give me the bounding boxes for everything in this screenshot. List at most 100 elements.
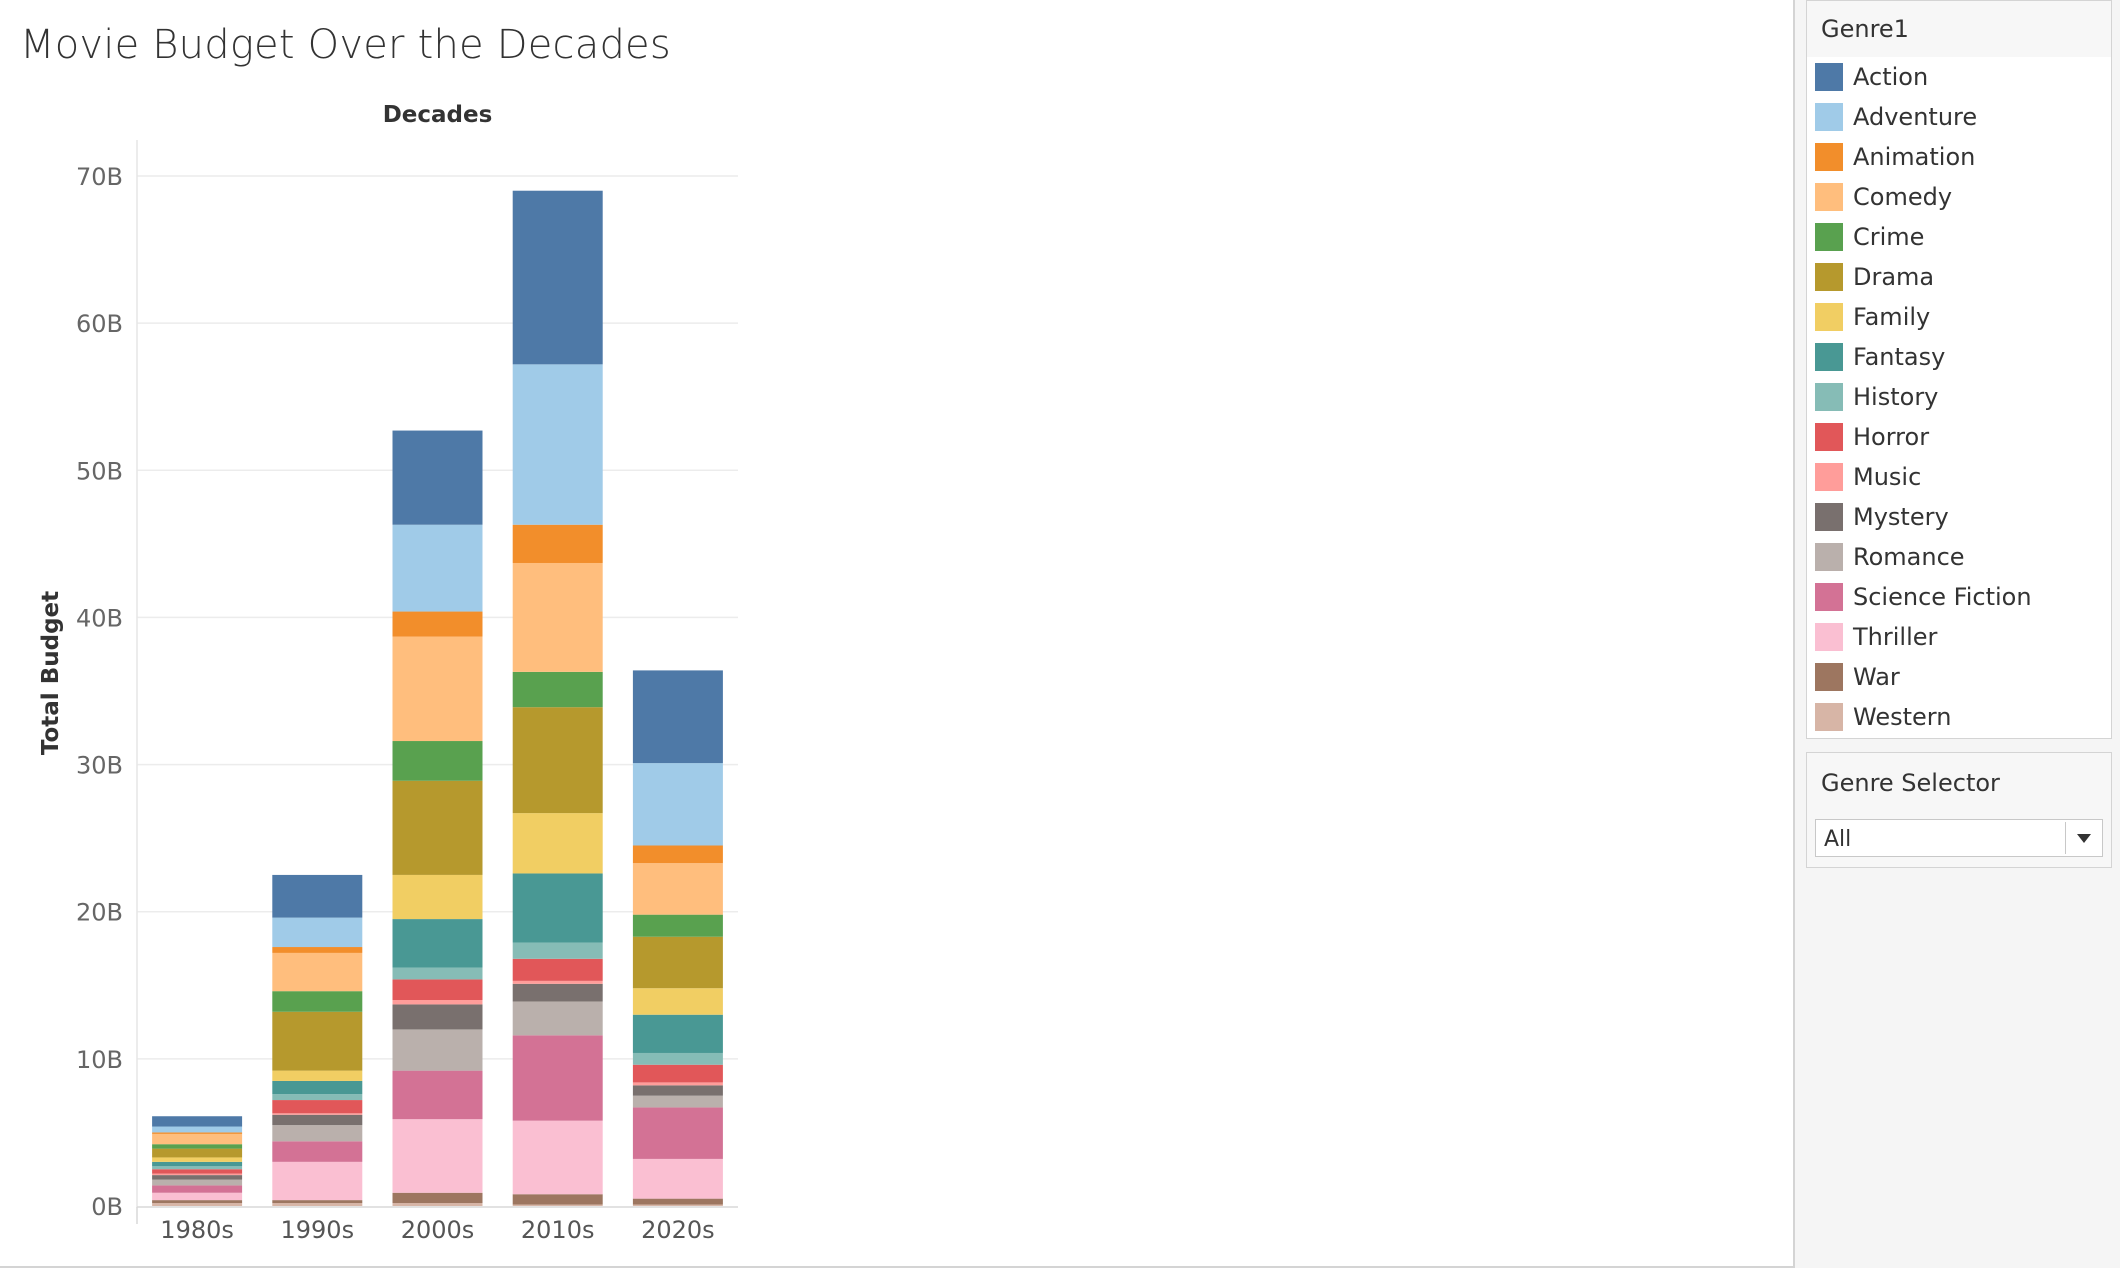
legend-item[interactable]: Crime (1807, 217, 2111, 257)
x-tick-label: 2010s (521, 1216, 595, 1244)
bar-segment-western (512, 1204, 603, 1206)
bar-segment-western (272, 1203, 363, 1206)
legend-label: War (1853, 663, 1900, 691)
legend-item[interactable]: Animation (1807, 137, 2111, 177)
legend-label: Action (1853, 63, 1929, 91)
bar-segment-family (632, 988, 723, 1015)
legend-swatch (1815, 623, 1843, 651)
legend-swatch (1815, 703, 1843, 731)
bar-segment-history (272, 1094, 363, 1101)
bar-segment-comedy (152, 1133, 243, 1145)
bar-segment-thriller (392, 1119, 483, 1193)
bar-segment-action (392, 430, 483, 525)
legend-swatch (1815, 223, 1843, 251)
legend-swatch (1815, 143, 1843, 171)
legend-item[interactable]: Western (1807, 697, 2111, 737)
bar-segment-mystery (152, 1175, 243, 1180)
legend-item[interactable]: Adventure (1807, 97, 2111, 137)
bar-segment-war (632, 1198, 723, 1205)
bar-segment-action (512, 190, 603, 365)
legend-swatch (1815, 63, 1843, 91)
chevron-down-icon[interactable] (2077, 834, 2091, 843)
bar-segment-music (152, 1173, 243, 1176)
bar-segment-music (272, 1113, 363, 1115)
bar-segment-family (512, 813, 603, 874)
legend-swatch (1815, 183, 1843, 211)
y-tick-label: 0B (91, 1193, 123, 1221)
legend-label: Western (1853, 703, 1952, 731)
bar-segment-history (392, 967, 483, 980)
legend-item[interactable]: Horror (1807, 417, 2111, 457)
legend-label: Horror (1853, 423, 1930, 451)
bar-segment-animation (512, 524, 603, 563)
bar-segment-animation (392, 611, 483, 637)
bar-segment-drama (392, 780, 483, 875)
genre-selector-value: All (1824, 827, 1852, 852)
y-tick-label: 60B (76, 310, 123, 338)
legend-item[interactable]: Music (1807, 457, 2111, 497)
bar-segment-drama (152, 1148, 243, 1158)
legend-item[interactable]: Romance (1807, 537, 2111, 577)
bar-segment-music (512, 980, 603, 984)
bar-stacks (152, 190, 723, 1206)
bar-segment-action (272, 874, 363, 918)
legend-swatch (1815, 383, 1843, 411)
bar-segment-mystery (512, 983, 603, 1002)
y-tick-label: 30B (76, 752, 123, 780)
bar-segment-fantasy (512, 873, 603, 943)
bar-segment-thriller (272, 1161, 363, 1201)
legend-label: Drama (1853, 263, 1935, 291)
bar-segment-action (632, 670, 723, 764)
bar-segment-animation (152, 1132, 243, 1134)
legend-label: History (1853, 383, 1939, 411)
legend-item[interactable]: War (1807, 657, 2111, 697)
bar-segment-thriller (512, 1120, 603, 1195)
bar-segment-history (152, 1166, 243, 1170)
bar-segment-romance (392, 1029, 483, 1071)
legend-item[interactable]: Family (1807, 297, 2111, 337)
legend-swatch (1815, 103, 1843, 131)
bar-segment-comedy (512, 562, 603, 672)
bar-segment-music (392, 1000, 483, 1005)
legend-swatch (1815, 343, 1843, 371)
bar-segment-family (272, 1070, 363, 1081)
y-tick-label: 10B (76, 1046, 123, 1074)
bar-segment-adventure (272, 917, 363, 948)
bar-segment-horror (512, 958, 603, 981)
legend-title: Genre1 (1807, 1, 2111, 57)
panel-divider (1793, 0, 1795, 1268)
y-tick-label: 70B (76, 163, 123, 191)
y-tick-label: 50B (76, 457, 123, 485)
bar-segment-music (632, 1082, 723, 1086)
bar-segment-mystery (272, 1114, 363, 1126)
legend-item[interactable]: Action (1807, 57, 2111, 97)
bar-segment-animation (272, 947, 363, 953)
y-tick-label: 40B (76, 604, 123, 632)
legend-label: Crime (1853, 223, 1925, 251)
legend-item[interactable]: Mystery (1807, 497, 2111, 537)
bar-segment-crime (272, 991, 363, 1012)
bar-segment-history (512, 942, 603, 959)
bar-segment-horror (632, 1064, 723, 1083)
bar-segment-fantasy (152, 1161, 243, 1167)
legend-item[interactable]: History (1807, 377, 2111, 417)
genre-selector-dropdown[interactable]: All (1815, 819, 2103, 857)
bar-segment-fantasy (272, 1080, 363, 1095)
legend-item[interactable]: Science Fiction (1807, 577, 2111, 617)
legend-item[interactable]: Thriller (1807, 617, 2111, 657)
bar-segment-western (392, 1203, 483, 1206)
chart-bottom-border (0, 1266, 1795, 1268)
legend-item[interactable]: Fantasy (1807, 337, 2111, 377)
bar-segment-adventure (512, 364, 603, 525)
bar-segment-adventure (392, 524, 483, 612)
bar-segment-romance (272, 1125, 363, 1142)
legend-item[interactable]: Drama (1807, 257, 2111, 297)
bar-segment-horror (392, 979, 483, 1000)
bar-segment-war (272, 1200, 363, 1204)
bar-segment-romance (152, 1179, 243, 1186)
bar-segment-crime (512, 671, 603, 708)
legend-item[interactable]: Comedy (1807, 177, 2111, 217)
bar-segment-history (632, 1052, 723, 1065)
legend-label: Fantasy (1853, 343, 1946, 371)
genre-selector-title: Genre Selector (1821, 769, 2000, 797)
